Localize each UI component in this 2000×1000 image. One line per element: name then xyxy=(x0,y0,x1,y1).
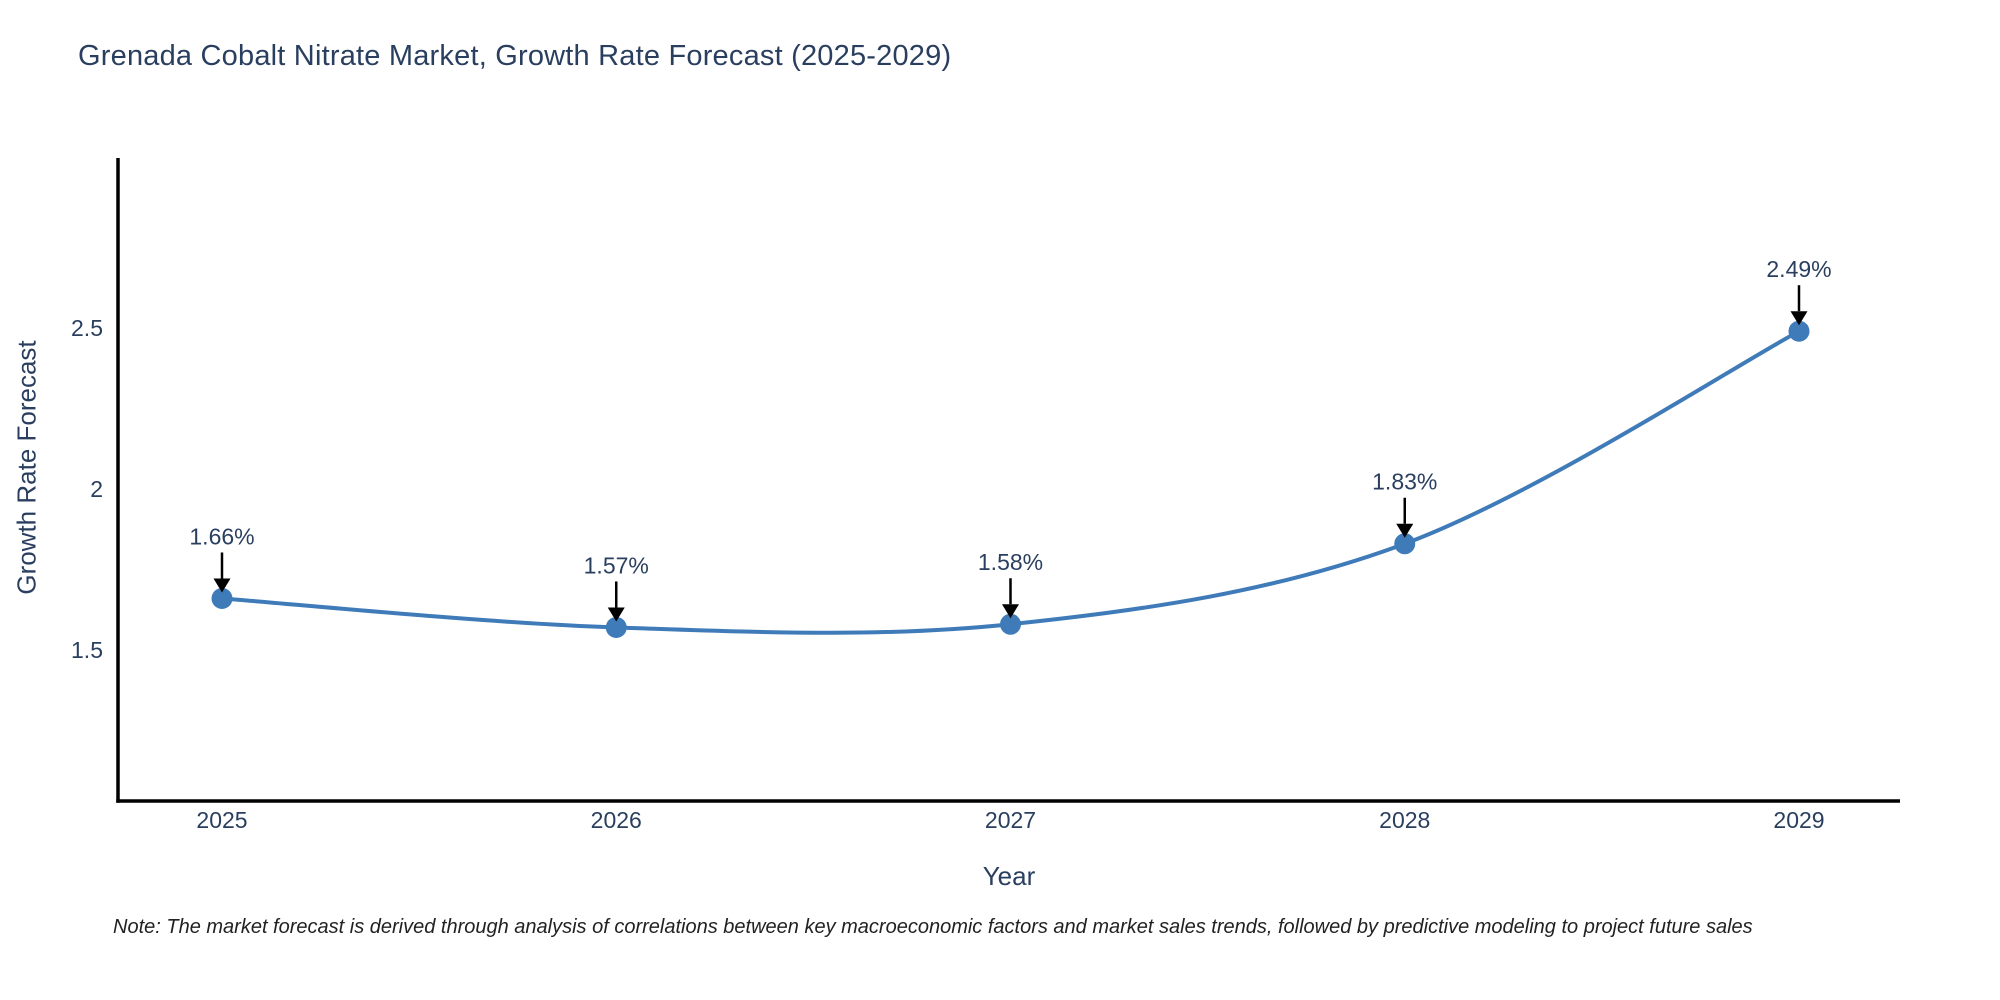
point-value-label: 1.58% xyxy=(978,549,1043,575)
annotation-arrowhead xyxy=(1790,311,1808,326)
annotation-arrowhead xyxy=(607,607,625,622)
data-point-marker[interactable] xyxy=(1394,533,1416,555)
annotation-arrowhead xyxy=(1002,604,1019,619)
x-tick-label: 2027 xyxy=(985,807,1036,833)
data-point-marker[interactable] xyxy=(605,616,627,638)
footnote: Note: The market forecast is derived thr… xyxy=(113,916,1753,938)
x-tick-label: 2029 xyxy=(1773,807,1824,833)
annotation-arrowhead xyxy=(1396,523,1414,538)
y-tick-label: 2 xyxy=(90,476,103,502)
annotation-arrowhead xyxy=(213,578,231,593)
point-value-label: 1.66% xyxy=(189,523,254,549)
y-tick-label: 1.5 xyxy=(71,637,103,663)
point-value-label: 1.83% xyxy=(1372,469,1437,495)
point-value-label: 1.57% xyxy=(584,552,649,578)
x-tick-label: 2025 xyxy=(196,807,247,833)
x-axis-title: Year xyxy=(982,861,1036,891)
data-point-marker[interactable] xyxy=(1788,320,1810,342)
data-point-marker[interactable] xyxy=(1000,613,1021,635)
data-point-marker[interactable] xyxy=(211,587,233,609)
x-tick-label: 2026 xyxy=(591,807,642,833)
x-tick-label: 2028 xyxy=(1379,807,1430,833)
point-value-label: 2.49% xyxy=(1766,256,1831,282)
y-tick-label: 2.5 xyxy=(71,315,103,341)
chart-title: Grenada Cobalt Nitrate Market, Growth Ra… xyxy=(78,40,952,72)
